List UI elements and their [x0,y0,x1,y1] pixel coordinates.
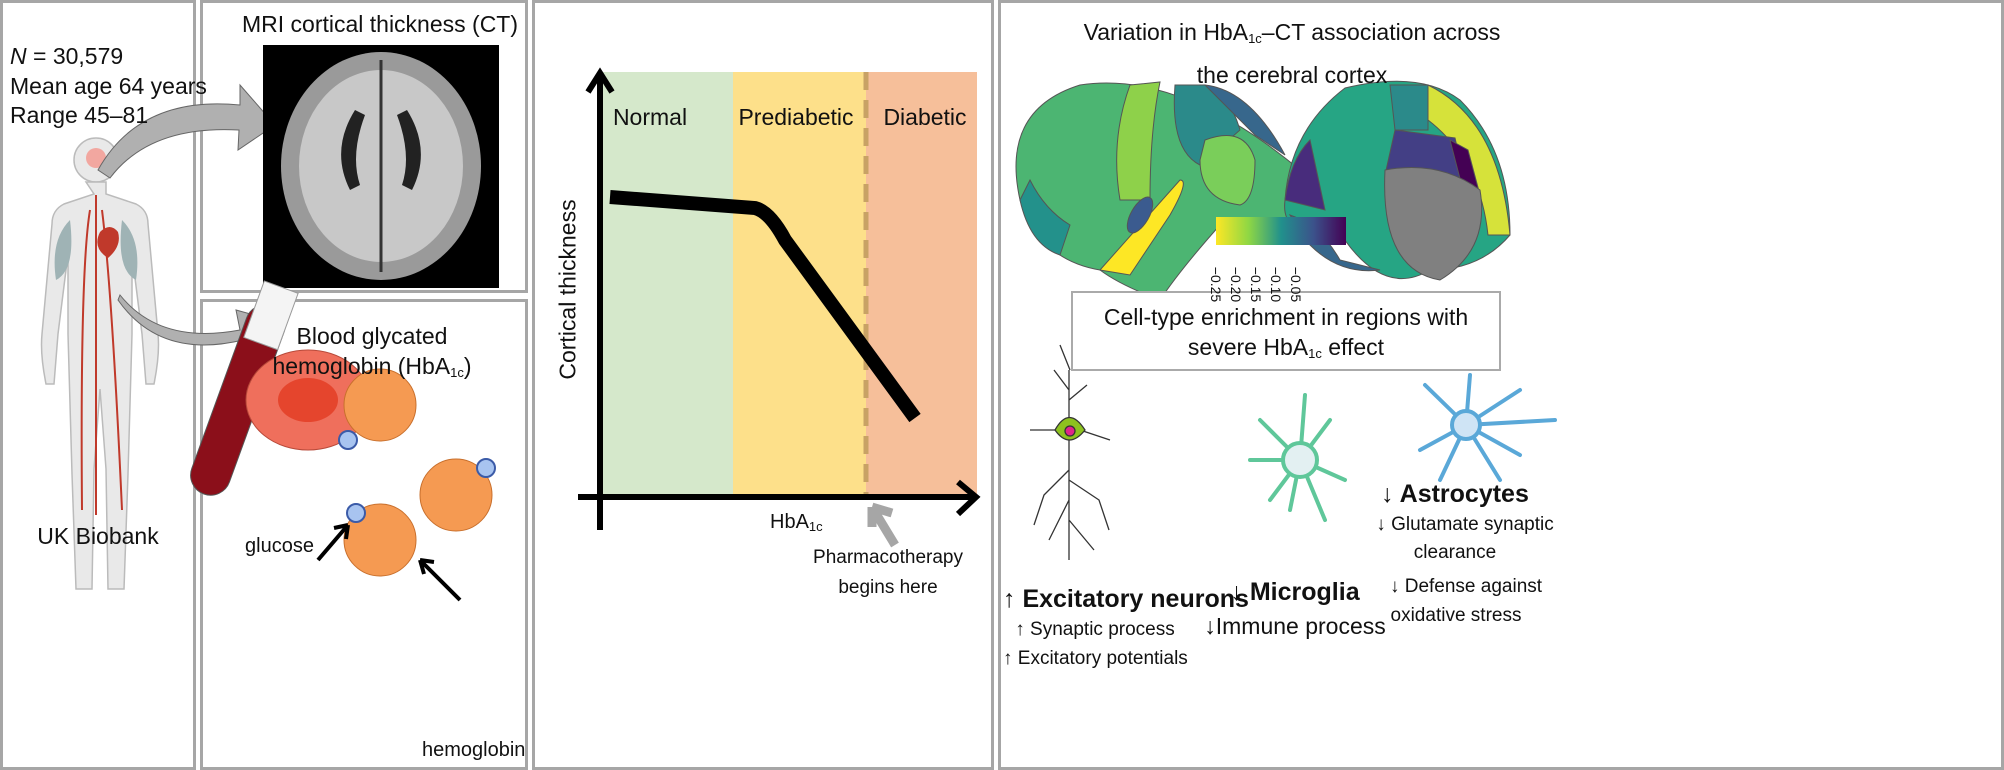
cell-microglia: ↓ Microglia [1230,578,1360,606]
excitatory-neuron-icon [1030,344,1111,560]
cohort-size: N = 30,579 [10,42,123,71]
microglia-icon [1248,393,1347,522]
zone-label-normal: Normal [612,104,688,130]
blood-tube-icon [190,280,299,496]
n-value: = 30,579 [33,43,124,69]
y-axis [585,67,615,530]
n-label: N [10,43,27,69]
cell-astrocytes: ↓ Astrocytes [1381,480,1529,508]
heart-icon [97,227,119,258]
enrichment-title: Cell-type enrichment in regions with seve… [1103,304,1469,361]
colorbar-tick-label: −0.05 [1288,266,1305,303]
enrichment-title-box [1071,291,1501,371]
zone-diabetic [866,72,977,497]
x-axis [578,479,981,517]
cortex-title: Variation in HbA1c–CT association across… [1083,19,1501,88]
mri-title: MRI cortical thickness (CT) [241,11,519,37]
thickness-curve [609,190,921,423]
colorbar [1216,217,1346,245]
cell-excitatory-neurons: ↑ Excitatory neurons [1003,585,1249,613]
effect-excitatory-potentials: ↑ Excitatory potentials [1003,648,1188,669]
pharmacotherapy-arrow-icon [867,502,899,548]
brain-small-icon [86,148,106,168]
mean-age: Mean age 64 years [10,73,207,99]
glucose-arrow-icon [316,523,350,562]
hemoglobin-arrow-icon [418,558,462,602]
medial-cortex-map [1284,80,1511,281]
hba1c-zones [603,72,977,497]
effect-glutamate-clearance-cont: clearance [1413,542,1497,563]
effect-immune-process: ↓Immune process [1204,613,1386,639]
hemoglobin-label: hemoglobin [422,739,526,761]
astrocyte-icon [1418,373,1557,482]
zone-label-diabetic: Diabetic [883,104,967,130]
blood-title-line1: Blood glycated [296,323,448,349]
effect-glutamate-clearance: ↓ Glutamate synaptic [1376,514,1554,535]
y-axis-label: Cortical thickness [554,199,581,380]
lateral-cortex-map [1015,81,1308,301]
lungs-icon [54,220,138,280]
hemoglobin-spheres-icon [343,368,493,577]
pharmacotherapy-annotation: Pharmacotherapy begins here [813,547,963,598]
effect-oxidative-defense-cont: oxidative stress [1390,605,1522,626]
age-range: Range 45–81 [10,102,149,128]
zone-label-prediabetic: Prediabetic [738,104,854,130]
glucose-icon [338,430,496,523]
zone-normal [603,72,733,497]
effect-synaptic-process: ↑ Synaptic process [1015,619,1175,640]
source-label: UK Biobank [37,523,159,549]
x-axis-label: HbA1c [770,511,823,534]
zone-prediabetic [733,72,866,497]
blood-title-line2: hemoglobin (HbA1c) [272,353,472,380]
glucose-label: glucose [245,535,314,557]
effect-oxidative-defense: ↓ Defense against [1389,576,1543,597]
